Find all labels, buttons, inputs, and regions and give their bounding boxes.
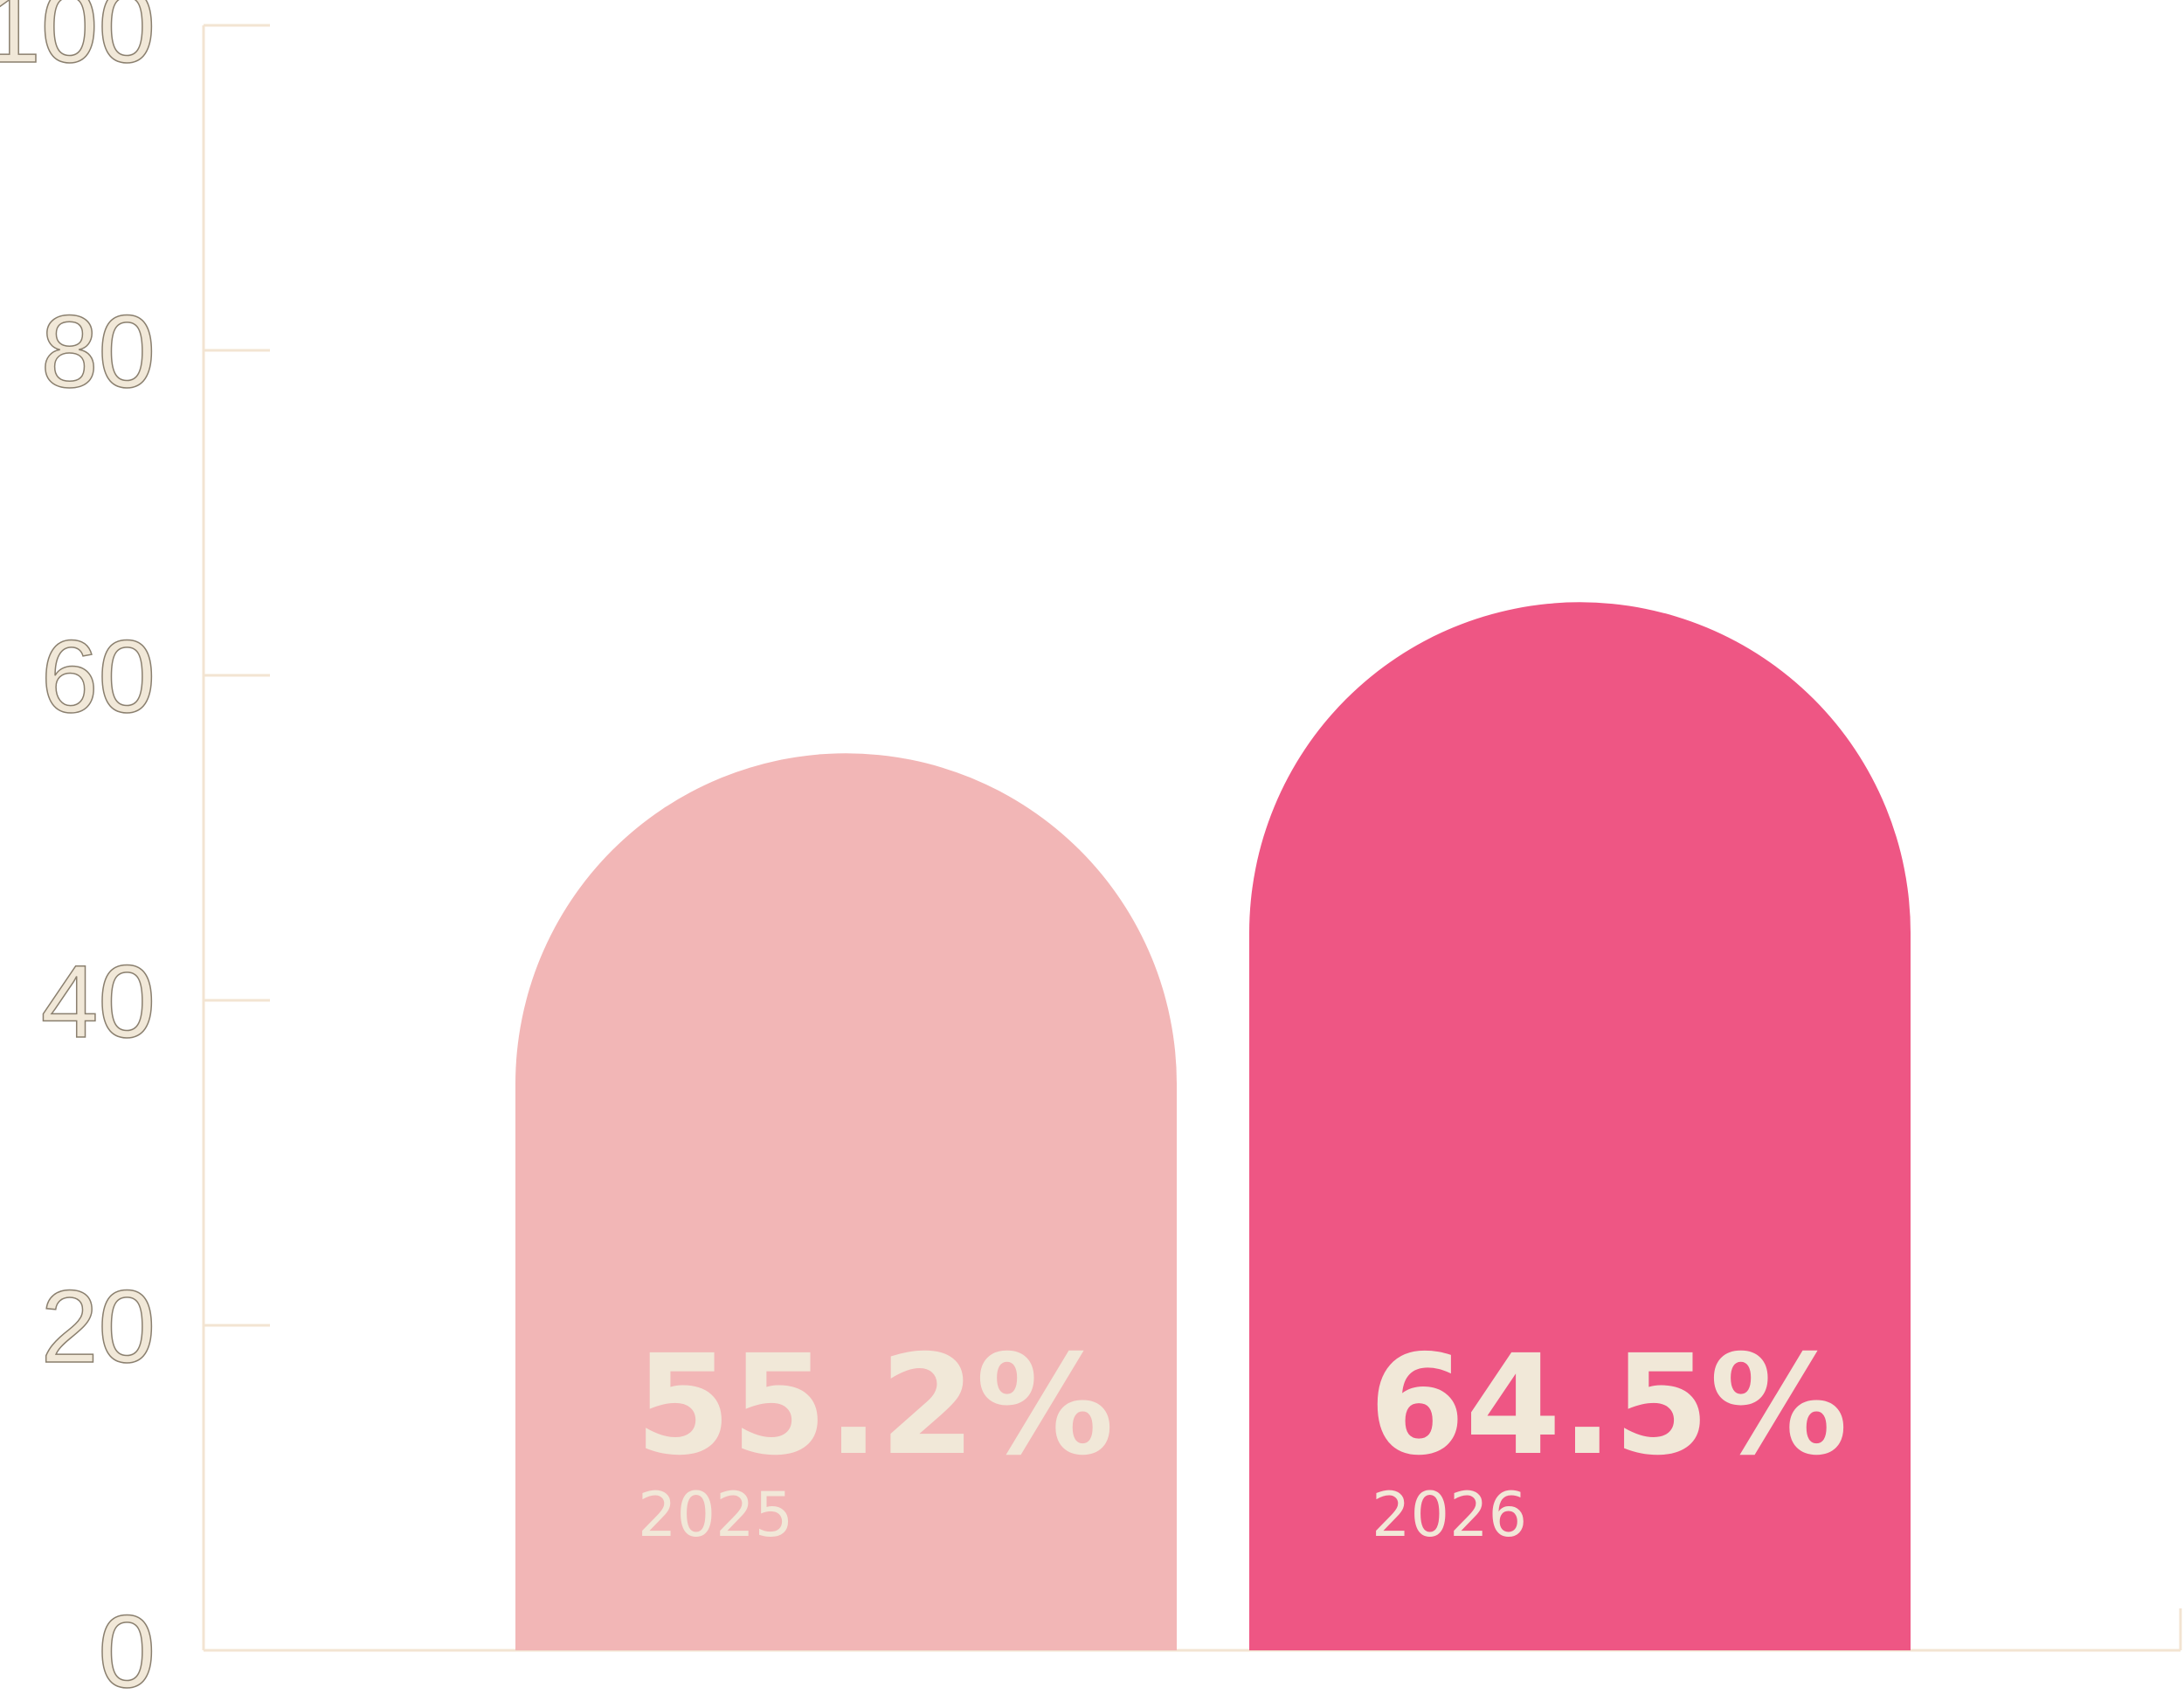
value-label: 64.5% [1369,1325,1848,1486]
y-tick-label: 40 [41,944,156,1060]
y-tick-label: 100 [0,0,156,85]
y-tick-label: 0 [98,1594,156,1701]
y-tick-label: 20 [41,1269,156,1385]
bar [1249,602,1911,1650]
value-label: 55.2% [635,1325,1114,1486]
category-label: 2026 [1372,1479,1527,1551]
y-tick-label: 60 [41,619,156,735]
y-tick-label: 80 [41,294,156,410]
bar [515,753,1177,1651]
category-label: 2025 [638,1479,793,1551]
